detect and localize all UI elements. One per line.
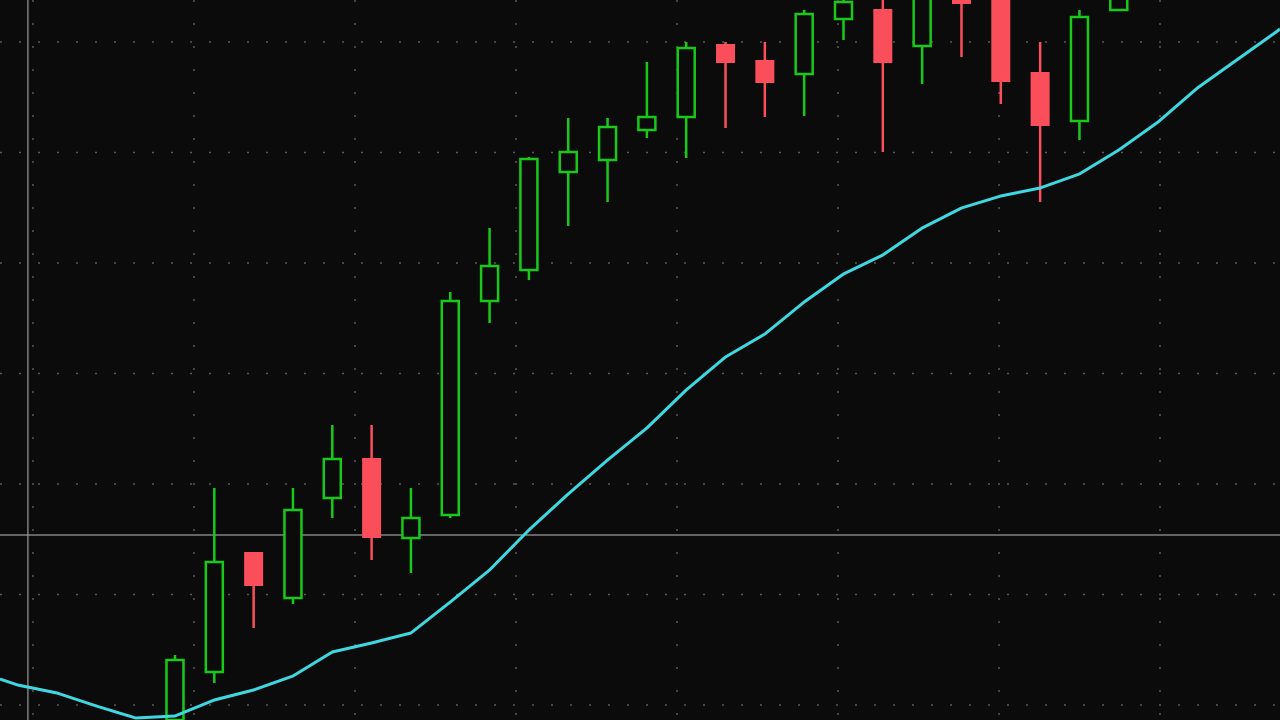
candle-body-up (204, 560, 225, 674)
candle-body-up (794, 12, 814, 76)
candle-body-down (873, 9, 893, 63)
candle-body-up (165, 658, 185, 720)
candle-body-up (912, 0, 932, 48)
candle-body-up (676, 46, 696, 119)
candle-body-up (1069, 15, 1090, 123)
candle-body-up (519, 157, 539, 272)
candle-body-up (1109, 0, 1129, 12)
candle-body-up (479, 264, 500, 303)
candle-body-down (1030, 72, 1050, 126)
candle-body-down (951, 0, 971, 4)
candle-body-down (244, 552, 264, 586)
candles (165, 0, 1129, 720)
moving-average (0, 27, 1280, 720)
candle-body-up (322, 457, 343, 500)
candle-body-up (283, 508, 303, 600)
moving-average-line (0, 27, 1280, 720)
candle-body-up (558, 150, 578, 174)
candle-body-up (833, 0, 854, 21)
candle-body-down (362, 458, 382, 538)
candle-body-down (991, 0, 1011, 82)
candle-body-down (755, 60, 775, 83)
candle-body-up (637, 115, 657, 132)
candle-body-up (401, 516, 421, 540)
candle-body-down (716, 44, 736, 63)
candle-body-up (597, 125, 618, 162)
candle-body-up (440, 299, 461, 517)
